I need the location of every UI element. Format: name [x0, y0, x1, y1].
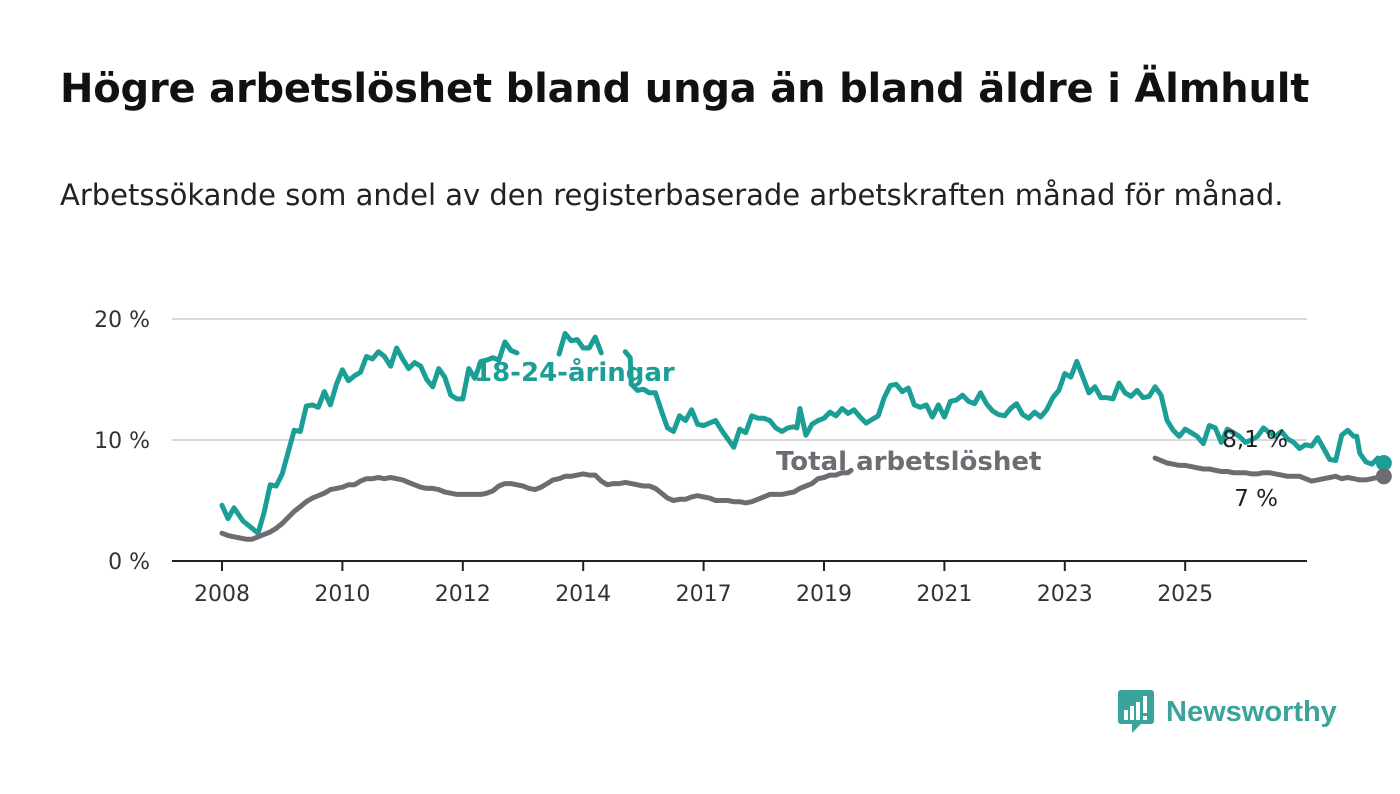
series-name-label: Total arbetslöshet — [776, 447, 1041, 477]
y-axis-ticks: 0 % 10 % 20 % — [94, 308, 150, 575]
series-line-0 — [622, 349, 1387, 467]
x-tick-label: 2012 — [435, 582, 491, 607]
x-tick-label: 2021 — [916, 582, 972, 607]
y-tick-label: 0 % — [108, 550, 150, 575]
series-end-marker — [1375, 454, 1392, 471]
x-tick-label: 2008 — [194, 582, 250, 607]
series-line-0 — [219, 339, 520, 536]
x-tick-label: 2014 — [555, 582, 611, 607]
series-labels: 18-24-åringar Total arbetslöshet 8,1 % 7 % — [474, 356, 1288, 512]
series-line-1 — [219, 467, 854, 542]
series-name-label: 18-24-åringar — [474, 356, 675, 388]
chart-title: Högre arbetslöshet bland unga än bland ä… — [60, 66, 1310, 112]
end-value-label: 7 % — [1234, 486, 1278, 512]
series-line-1 — [1152, 455, 1387, 484]
newsworthy-logo-icon — [1118, 690, 1154, 733]
series-line-0 — [556, 331, 604, 357]
series-end-marker — [1375, 468, 1392, 485]
x-tick-label: 2025 — [1157, 582, 1213, 607]
end-value-label: 8,1 % — [1222, 427, 1288, 453]
x-axis: 2008 2010 2012 2014 2017 2019 2021 2023 2025 — [172, 560, 1307, 607]
x-tick-label: 2023 — [1037, 582, 1093, 607]
x-tick-label: 2019 — [796, 582, 852, 607]
y-tick-label: 20 % — [94, 308, 150, 333]
brand-name: Newsworthy — [1166, 695, 1337, 728]
y-tick-label: 10 % — [94, 429, 150, 454]
chart-subtitle: Arbetssökande som andel av den registerb… — [60, 178, 1284, 212]
newsworthy-brand: Newsworthy — [1118, 690, 1337, 734]
series-lines — [219, 331, 1392, 542]
grid-lines — [172, 318, 1307, 441]
x-tick-label: 2017 — [676, 582, 732, 607]
x-tick-label: 2010 — [314, 582, 370, 607]
